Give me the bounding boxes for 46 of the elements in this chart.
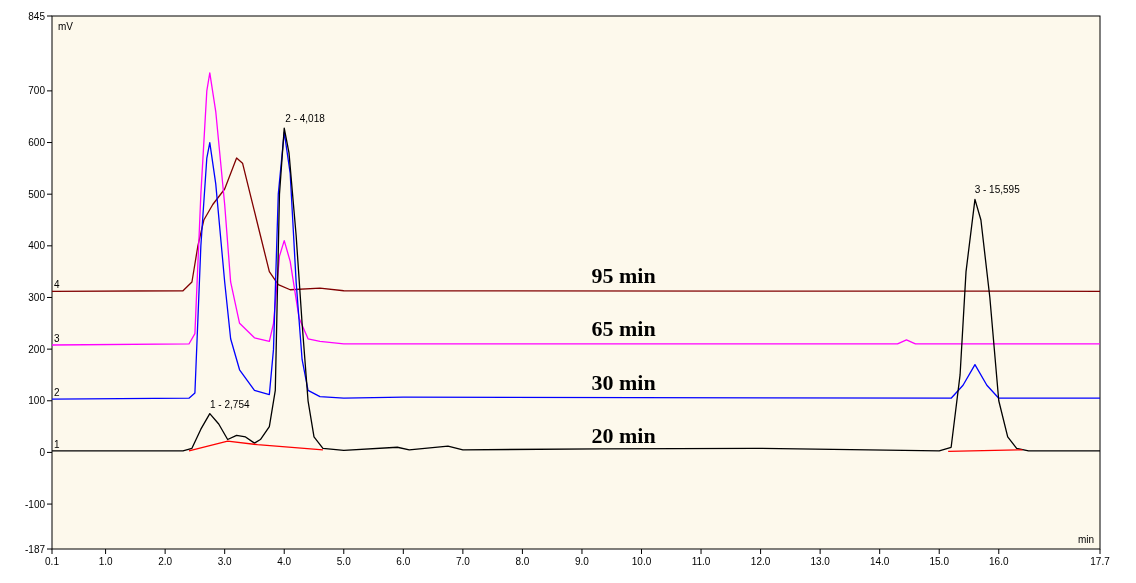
line-series (188, 440, 324, 452)
line-series (51, 72, 1101, 346)
series-label: 30 min (591, 370, 656, 396)
x-tick-label: 17.7 (1090, 556, 1111, 567)
y-tick-label: 400 (28, 240, 46, 252)
x-tick-label: 12.0 (750, 556, 771, 567)
annotation: 4 (54, 279, 60, 291)
y-tick-label: -100 (24, 498, 46, 510)
series-label: 20 min (591, 422, 656, 448)
y-tick-label: 700 (28, 85, 46, 97)
x-tick-label: 1.0 (98, 556, 113, 567)
x-axis-title: min (1077, 534, 1094, 545)
y-tick-label: 200 (28, 343, 46, 355)
x-tick-label: 13.0 (810, 556, 831, 567)
y-axis-title: mV (58, 21, 74, 32)
x-tick-label: 0.1 (45, 556, 60, 567)
x-tick-label: 4.0 (277, 556, 292, 567)
x-tick-label: 15.0 (929, 556, 950, 567)
series-label: 95 min (591, 263, 656, 289)
line-series (51, 157, 1101, 292)
y-tick-label: -187 (24, 543, 46, 555)
y-tick-label: 100 (28, 395, 46, 407)
x-tick-label: 6.0 (396, 556, 411, 567)
annotation: 2 - 4,018 (285, 113, 326, 125)
annotation: 3 (54, 332, 60, 344)
y-tick-label: 500 (28, 188, 46, 200)
x-tick-label: 16.0 (989, 556, 1009, 567)
y-tick-label: 600 (28, 137, 46, 149)
x-tick-label: 11.0 (691, 556, 711, 567)
x-tick-label: 14.0 (869, 556, 890, 567)
annotation: 3 - 15,595 (974, 184, 1021, 196)
annotation: 2 (54, 387, 60, 399)
annotation: 1 (54, 438, 60, 450)
x-tick-label: 8.0 (515, 556, 530, 567)
x-tick-label: 10.0 (631, 556, 652, 567)
x-tick-label: 3.0 (217, 556, 233, 567)
x-tick-label: 2.0 (158, 556, 173, 567)
y-tick-label: 300 (28, 291, 46, 303)
x-tick-label: 5.0 (336, 556, 352, 567)
x-tick-label: 7.0 (455, 556, 471, 567)
series-label: 65 min (591, 315, 656, 341)
line-series (51, 131, 1101, 400)
y-tick-label: 0 (39, 446, 46, 458)
x-tick-label: 9.0 (575, 556, 590, 567)
y-tick-label: 845 (28, 10, 46, 22)
annotation: 1 - 2,754 (210, 398, 250, 410)
